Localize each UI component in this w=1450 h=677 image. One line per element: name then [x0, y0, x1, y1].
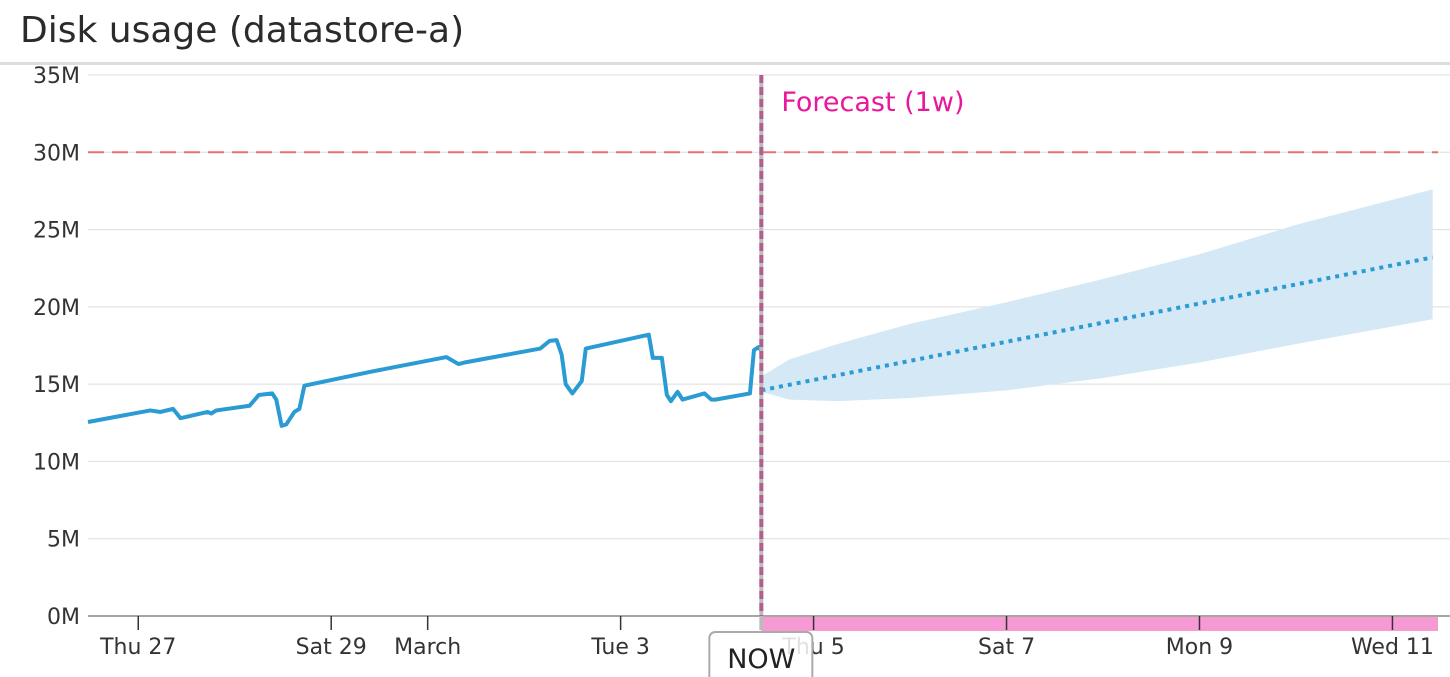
y-tick-label: 35M	[33, 64, 80, 89]
y-tick-label: 5M	[47, 528, 80, 553]
now-label-box	[708, 631, 814, 677]
y-tick-label: 10M	[33, 450, 80, 475]
y-tick-label: 30M	[33, 141, 80, 166]
forecast-label: Forecast (1w)	[781, 87, 964, 118]
forecast-confidence-band	[761, 189, 1433, 402]
title-divider	[0, 62, 1450, 65]
forecast-period-bar	[761, 617, 1438, 631]
now-label: NOW	[727, 644, 795, 675]
usage-series-line	[87, 332, 763, 428]
x-tick-label: Sat 7	[978, 635, 1035, 660]
x-tick-label: March	[394, 635, 461, 660]
forecast-series-line	[760, 255, 1434, 393]
y-tick-label: 25M	[33, 219, 80, 244]
x-tick-label: Thu 27	[99, 635, 176, 660]
x-tick-label: Sat 29	[296, 635, 367, 660]
x-tick-label: Tue 3	[590, 635, 650, 660]
y-tick-label: 15M	[33, 373, 80, 398]
chart-title: Disk usage (datastore-a)	[20, 10, 465, 51]
y-tick-label: 20M	[33, 296, 80, 321]
y-tick-label: 0M	[47, 605, 80, 630]
x-tick-label: Mon 9	[1166, 635, 1233, 660]
x-tick-label: Wed 11	[1351, 635, 1434, 660]
